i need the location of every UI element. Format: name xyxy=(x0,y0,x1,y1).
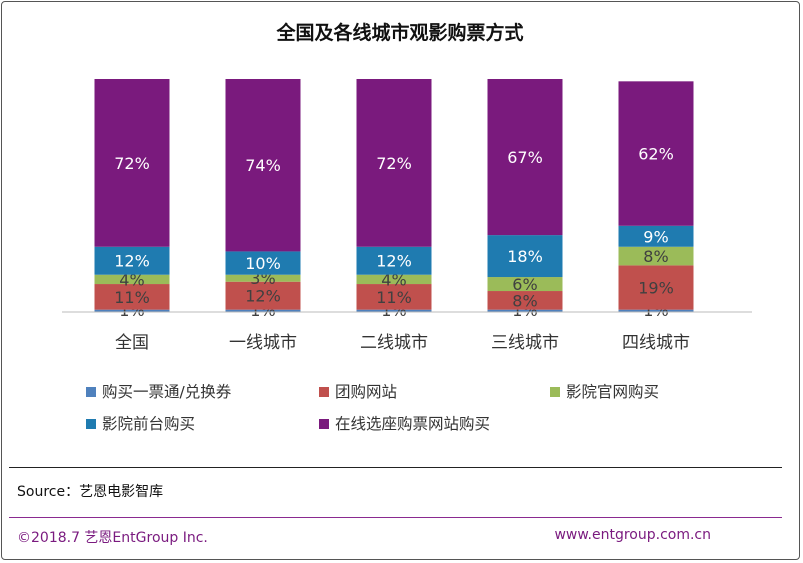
legend-label: 团购网站 xyxy=(335,383,397,401)
data-label: 6% xyxy=(512,275,537,294)
bar-segment xyxy=(225,309,301,312)
data-label: 10% xyxy=(245,254,281,273)
bar-segment xyxy=(356,246,432,275)
category-label: 全国 xyxy=(115,333,149,353)
data-label: 12% xyxy=(376,252,412,271)
bar-segment xyxy=(94,246,170,275)
bar-segment xyxy=(618,225,694,247)
category-label: 二线城市 xyxy=(360,333,428,353)
bar-segment xyxy=(225,79,301,252)
data-label: 9% xyxy=(643,227,668,246)
bar-segment xyxy=(356,274,432,285)
data-label: 12% xyxy=(114,252,150,271)
bar-segment xyxy=(487,79,563,236)
bar-segment xyxy=(94,274,170,285)
bar-segment xyxy=(618,81,694,226)
bars-group: 1%11%4%12%72%1%12%3%10%74%1%11%4%12%72%1… xyxy=(94,79,694,320)
legend-label: 购买一票通/兑换券 xyxy=(102,383,232,401)
bar-segment xyxy=(487,291,563,310)
bar-segment xyxy=(225,281,301,310)
bar-segment xyxy=(225,251,301,275)
footer-separator-line xyxy=(9,517,782,518)
bar-segment xyxy=(618,246,694,266)
data-label: 72% xyxy=(114,154,150,173)
bar-segment xyxy=(356,284,432,310)
data-label: 19% xyxy=(638,279,674,298)
legend-label: 影院官网购买 xyxy=(566,382,659,401)
separator-line xyxy=(9,467,782,468)
data-label: 62% xyxy=(638,145,674,164)
data-label: 18% xyxy=(507,247,543,266)
legend-label: 在线选座购票网站购买 xyxy=(335,415,490,433)
bar-segment xyxy=(356,309,432,312)
data-label: 8% xyxy=(512,291,537,310)
bar-segment xyxy=(94,79,170,247)
bar-segment xyxy=(94,309,170,312)
category-label: 一线城市 xyxy=(229,333,297,353)
data-label: 74% xyxy=(245,156,281,175)
chart-title: 全国及各线城市观影购票方式 xyxy=(275,21,523,44)
bar-segment xyxy=(487,309,563,312)
bar-segment xyxy=(618,309,694,312)
category-label: 三线城市 xyxy=(491,333,559,353)
bar-segment xyxy=(94,284,170,310)
data-label: 67% xyxy=(507,148,543,167)
category-labels: 全国 一线城市 二线城市 三线城市 四线城市 xyxy=(115,333,690,353)
data-label: 72% xyxy=(376,154,412,173)
data-label: 11% xyxy=(114,288,150,307)
data-label: 4% xyxy=(381,270,406,289)
legend-swatch xyxy=(86,419,96,429)
data-label: 12% xyxy=(245,287,281,306)
bar-segment xyxy=(356,79,432,247)
data-label: 11% xyxy=(376,288,412,307)
footer-url[interactable]: www.entgroup.com.cn xyxy=(554,527,711,543)
data-label: 4% xyxy=(119,270,144,289)
legend-label: 影院前台购买 xyxy=(102,414,195,433)
legend-swatch xyxy=(319,419,329,429)
bar-segment xyxy=(618,265,694,310)
footer-copyright: ©2018.7 艺恩EntGroup Inc. xyxy=(17,530,208,546)
category-label: 四线城市 xyxy=(622,333,690,353)
bar-segment xyxy=(225,274,301,282)
data-label: 8% xyxy=(643,247,668,266)
bar-segment xyxy=(487,277,563,292)
source-text: Source：艺恩电影智库 xyxy=(17,484,164,500)
legend-swatch xyxy=(86,387,96,397)
legend-swatch xyxy=(550,387,560,397)
legend-swatch xyxy=(319,387,329,397)
bar-segment xyxy=(487,235,563,278)
